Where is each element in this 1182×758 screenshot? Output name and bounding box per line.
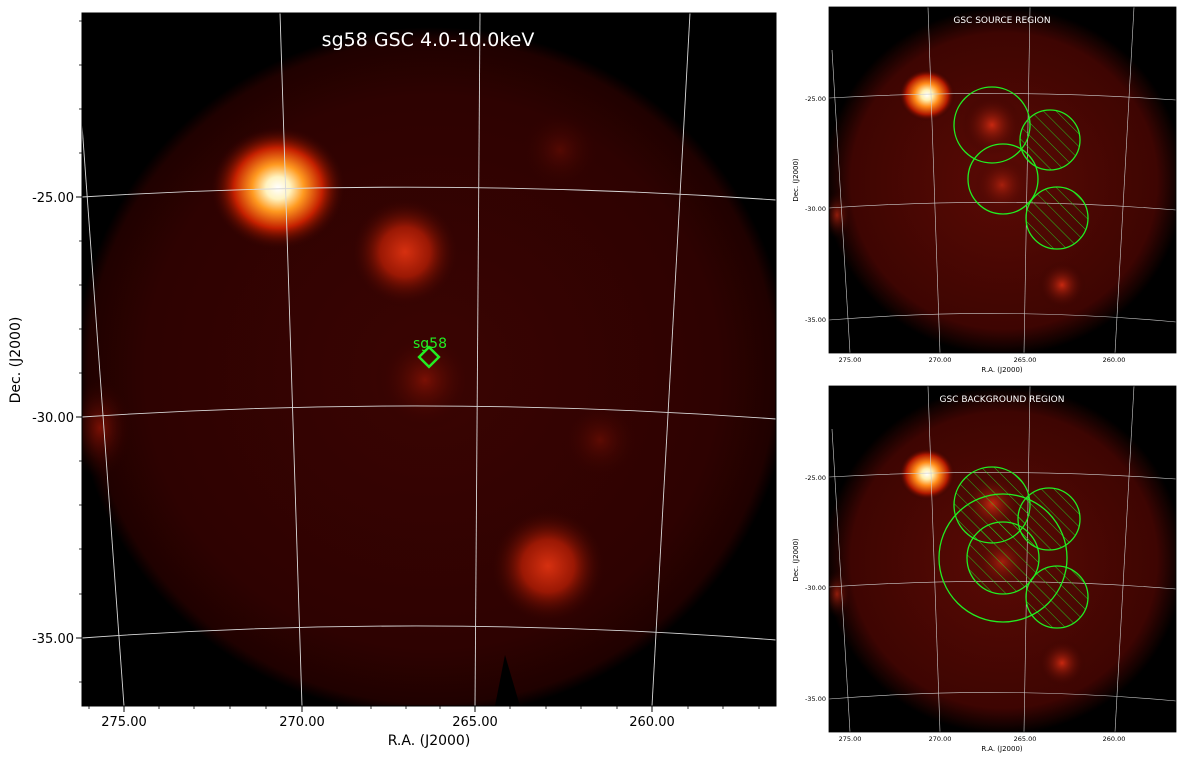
source-marker-diamond[interactable] (417, 345, 441, 369)
ra-tick-label: 270.00 (929, 735, 952, 743)
source-blob (375, 330, 475, 430)
excluded-region-circle[interactable] (1025, 565, 1089, 629)
source-blob (350, 197, 460, 307)
dec-tick-label: -35.00 (805, 316, 826, 324)
ra-tick-label: 270.00 (929, 356, 952, 364)
y-axis-label: Dec. (J2000) (8, 317, 24, 404)
source-region-circle[interactable] (967, 143, 1039, 215)
plot-title: sg58 GSC 4.0-10.0keV (322, 29, 535, 51)
dec-tick-label: -25.00 (805, 474, 826, 482)
source-blob (490, 508, 606, 624)
panel-title: GSC BACKGROUND REGION (940, 395, 1065, 405)
ra-tick-label: 260.00 (1103, 356, 1126, 364)
ra-tick-label: 275.00 (101, 715, 147, 730)
x-axis-label: R.A. (J2000) (388, 733, 471, 749)
dec-tick-label: -30.00 (805, 205, 826, 213)
source-label: sg58 (413, 336, 447, 352)
ra-tick-label: 275.00 (839, 356, 862, 364)
dec-tick-label: -35.00 (32, 632, 74, 647)
ra-tick-label: 265.00 (1014, 735, 1037, 743)
dec-tick-label: -30.00 (32, 411, 74, 426)
y-axis-label: Dec. (J2000) (792, 158, 800, 202)
background-region-map: GSC BACKGROUND REGION -25.00 -30.00 -35.… (792, 385, 1177, 753)
bright-source (210, 126, 346, 250)
coordinate-grid (82, 13, 776, 706)
dec-tick-label: -25.00 (32, 191, 74, 206)
source-blob (82, 378, 132, 478)
panel-title: GSC SOURCE REGION (953, 16, 1050, 26)
ra-tick-label: 270.00 (279, 715, 325, 730)
y-axis-label: Dec. (J2000) (792, 538, 800, 582)
source-region-map: GSC SOURCE REGION -25.00 -30.00 -35.00 2… (792, 6, 1177, 374)
ra-tick-label: 275.00 (839, 735, 862, 743)
ra-tick-label: 265.00 (452, 715, 498, 730)
dec-tick-label: -30.00 (805, 584, 826, 592)
ra-tick-label: 260.00 (1103, 735, 1126, 743)
ra-tick-label: 265.00 (1014, 356, 1037, 364)
excluded-region-circle[interactable] (1019, 109, 1081, 171)
axis-ticks (76, 196, 653, 712)
x-axis-label: R.A. (J2000) (981, 366, 1023, 374)
x-axis-label: R.A. (J2000) (981, 745, 1023, 753)
excluded-region-circle[interactable] (1025, 186, 1089, 250)
dec-tick-label: -25.00 (805, 95, 826, 103)
dec-tick-label: -35.00 (805, 695, 826, 703)
ra-tick-label: 260.00 (629, 715, 675, 730)
excluded-region-circle[interactable] (1017, 487, 1081, 551)
excluded-region-circle[interactable] (966, 521, 1040, 595)
